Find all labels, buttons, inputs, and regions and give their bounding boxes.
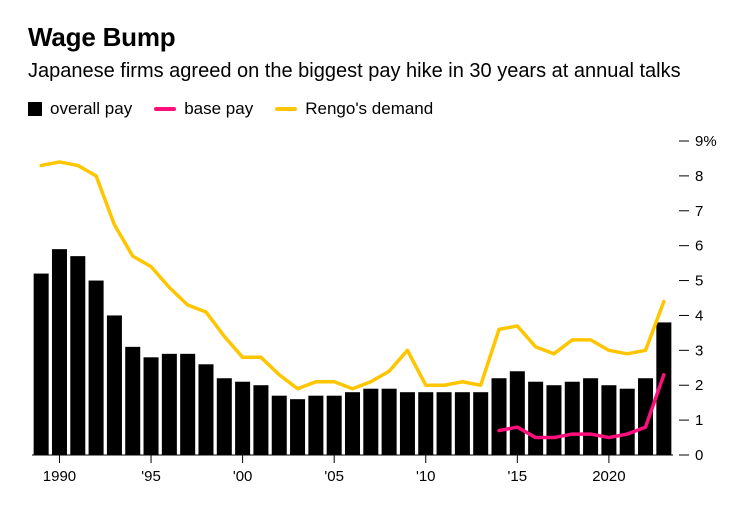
bar bbox=[308, 395, 323, 454]
bar bbox=[418, 392, 433, 455]
bar bbox=[510, 371, 525, 455]
bar bbox=[601, 385, 616, 455]
x-tick-label: 2020 bbox=[592, 468, 625, 485]
bar bbox=[162, 353, 177, 454]
y-tick-label: 9% bbox=[695, 133, 717, 150]
legend-item-overall: overall pay bbox=[28, 99, 132, 119]
bar bbox=[400, 392, 415, 455]
x-tick-label: 1990 bbox=[43, 468, 76, 485]
x-tick-label: '10 bbox=[416, 468, 436, 485]
bar bbox=[455, 392, 470, 455]
bar bbox=[198, 364, 213, 455]
chart-svg: 0 1 2 3 4 5 6 7 8 9% 1990 '95 '00 '05 '10 '15 2020 bbox=[28, 133, 725, 493]
bar bbox=[70, 256, 85, 455]
line-icon bbox=[154, 107, 176, 111]
bar bbox=[235, 381, 250, 454]
bar bbox=[327, 395, 342, 454]
line-icon bbox=[275, 107, 297, 111]
x-tick-label: '95 bbox=[141, 468, 161, 485]
legend-label: Rengo's demand bbox=[305, 99, 433, 119]
y-tick-label: 1 bbox=[695, 412, 703, 429]
bar bbox=[565, 381, 580, 454]
y-tick-label: 6 bbox=[695, 237, 703, 254]
bar bbox=[290, 399, 305, 455]
bar bbox=[363, 388, 378, 454]
bar bbox=[473, 392, 488, 455]
legend-label: overall pay bbox=[50, 99, 132, 119]
y-tick-label: 0 bbox=[695, 447, 703, 464]
bar bbox=[180, 353, 195, 454]
y-tick-label: 7 bbox=[695, 202, 703, 219]
legend: overall pay base pay Rengo's demand bbox=[28, 99, 725, 119]
chart: 0 1 2 3 4 5 6 7 8 9% 1990 '95 '00 '05 '10 '15 2020 bbox=[28, 133, 725, 493]
legend-item-rengo: Rengo's demand bbox=[275, 99, 433, 119]
legend-label: base pay bbox=[184, 99, 253, 119]
bar bbox=[437, 392, 452, 455]
legend-item-base: base pay bbox=[154, 99, 253, 119]
y-tick-label: 4 bbox=[695, 307, 703, 324]
bar bbox=[107, 315, 122, 455]
bar bbox=[253, 385, 268, 455]
x-tick-label: '15 bbox=[508, 468, 528, 485]
chart-subtitle: Japanese firms agreed on the biggest pay… bbox=[28, 59, 725, 85]
y-tick-label: 2 bbox=[695, 377, 703, 394]
bar bbox=[345, 392, 360, 455]
x-tick-label: '05 bbox=[324, 468, 344, 485]
bar bbox=[382, 388, 397, 454]
bar bbox=[583, 378, 598, 455]
y-tick-label: 3 bbox=[695, 342, 703, 359]
y-tick-label: 8 bbox=[695, 167, 703, 184]
bar bbox=[34, 273, 49, 454]
square-icon bbox=[28, 102, 42, 116]
bar bbox=[89, 280, 104, 454]
bar bbox=[492, 378, 507, 455]
bar bbox=[528, 381, 543, 454]
bar bbox=[272, 395, 287, 454]
x-tick-label: '00 bbox=[233, 468, 253, 485]
bar bbox=[217, 378, 232, 455]
y-tick-label: 5 bbox=[695, 272, 703, 289]
bar bbox=[52, 249, 67, 455]
bar bbox=[125, 346, 140, 454]
bar bbox=[144, 357, 159, 455]
bar bbox=[546, 385, 561, 455]
chart-title: Wage Bump bbox=[28, 22, 725, 53]
bar bbox=[620, 388, 635, 454]
